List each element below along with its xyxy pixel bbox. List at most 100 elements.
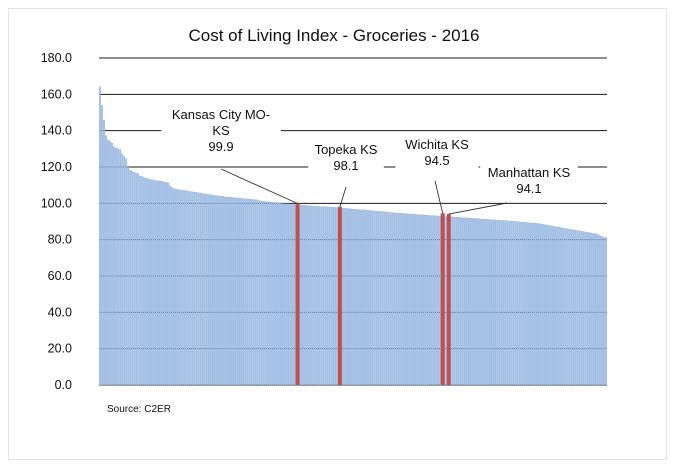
bar bbox=[199, 192, 202, 386]
bar bbox=[395, 212, 398, 386]
bar bbox=[522, 222, 525, 386]
bar bbox=[498, 220, 501, 386]
bar bbox=[290, 203, 293, 386]
bar bbox=[282, 203, 285, 386]
bar bbox=[568, 229, 571, 386]
bar bbox=[149, 179, 152, 386]
bar bbox=[244, 198, 247, 386]
bar bbox=[403, 213, 406, 386]
gridlines bbox=[99, 57, 607, 386]
bar bbox=[270, 202, 273, 386]
bar bbox=[387, 211, 390, 386]
bar bbox=[328, 206, 331, 386]
bar bbox=[381, 211, 384, 386]
bar bbox=[320, 206, 323, 386]
bar bbox=[570, 229, 573, 386]
y-tick-label: 100.0 bbox=[41, 196, 72, 210]
bar bbox=[145, 178, 148, 386]
bar bbox=[159, 181, 162, 386]
annotation-leader-line bbox=[434, 180, 444, 214]
bar bbox=[365, 209, 367, 386]
bar bbox=[548, 225, 551, 386]
bar bbox=[405, 213, 408, 386]
bar bbox=[361, 209, 363, 386]
bar bbox=[113, 146, 115, 386]
bar bbox=[427, 215, 430, 386]
bar bbox=[482, 218, 484, 386]
bar bbox=[123, 156, 126, 386]
bar bbox=[349, 208, 351, 386]
bar bbox=[363, 209, 365, 386]
bar bbox=[538, 223, 541, 386]
bar bbox=[371, 210, 374, 386]
y-tick-label: 60.0 bbox=[48, 269, 72, 283]
bar bbox=[409, 213, 412, 386]
bar bbox=[512, 221, 515, 386]
bar bbox=[353, 209, 355, 386]
y-tick-label: 0.0 bbox=[55, 378, 72, 392]
bar bbox=[242, 198, 244, 386]
bar bbox=[310, 205, 313, 386]
annotation-value: 99.9 bbox=[208, 139, 233, 154]
annotation-leader-line bbox=[220, 168, 298, 204]
bar bbox=[163, 181, 166, 386]
bar bbox=[359, 209, 361, 386]
bar bbox=[459, 217, 462, 386]
annotation-label: Topeka KS bbox=[315, 142, 378, 157]
bar bbox=[264, 201, 267, 386]
bar bbox=[510, 221, 513, 386]
bar bbox=[500, 220, 503, 386]
y-axis-ticks: 0.0 20.0 40.0 60.0 80.0 100.0 120.0 140.0 160.0 1… bbox=[41, 51, 72, 392]
bar bbox=[250, 199, 253, 386]
bar bbox=[314, 205, 317, 386]
bar bbox=[335, 207, 337, 386]
bar bbox=[562, 227, 565, 386]
bar bbox=[101, 104, 103, 386]
bar bbox=[591, 233, 593, 386]
bar bbox=[578, 230, 581, 386]
annotation-value: 94.5 bbox=[424, 153, 449, 168]
bar bbox=[451, 216, 454, 386]
bar bbox=[181, 190, 184, 386]
bar bbox=[413, 214, 416, 386]
bar bbox=[544, 224, 547, 386]
bar bbox=[147, 178, 150, 386]
bar bbox=[518, 221, 521, 386]
bar bbox=[137, 173, 140, 386]
bar bbox=[375, 210, 378, 386]
bar bbox=[272, 202, 275, 386]
bar bbox=[214, 195, 216, 386]
bar bbox=[121, 153, 124, 386]
bar bbox=[99, 86, 101, 386]
chart-title: Cost of Living Index - Groceries - 2016 bbox=[188, 26, 479, 45]
bar bbox=[429, 215, 432, 386]
bar bbox=[536, 223, 539, 386]
bar bbox=[171, 187, 174, 386]
annotation-label: Wichita KS bbox=[405, 137, 469, 152]
bar bbox=[260, 200, 263, 386]
bar bbox=[399, 213, 402, 386]
bar bbox=[514, 221, 517, 386]
bar bbox=[468, 217, 470, 386]
bar bbox=[161, 181, 164, 386]
bar bbox=[435, 215, 438, 386]
bar bbox=[111, 142, 113, 386]
bar bbox=[274, 202, 277, 386]
bar bbox=[153, 180, 156, 386]
bar bbox=[520, 221, 523, 386]
bar bbox=[407, 213, 410, 386]
bar bbox=[494, 219, 496, 386]
bar bbox=[564, 228, 567, 386]
bar bbox=[597, 234, 599, 386]
bar bbox=[347, 208, 349, 386]
bar bbox=[550, 225, 553, 386]
bar bbox=[373, 210, 376, 386]
bar bbox=[401, 213, 404, 386]
bar bbox=[195, 192, 198, 386]
bar bbox=[351, 208, 353, 386]
bar bbox=[117, 148, 120, 386]
bar bbox=[232, 197, 234, 386]
bar bbox=[218, 195, 220, 386]
annotation-value: 98.1 bbox=[333, 158, 358, 173]
bar bbox=[391, 212, 394, 386]
